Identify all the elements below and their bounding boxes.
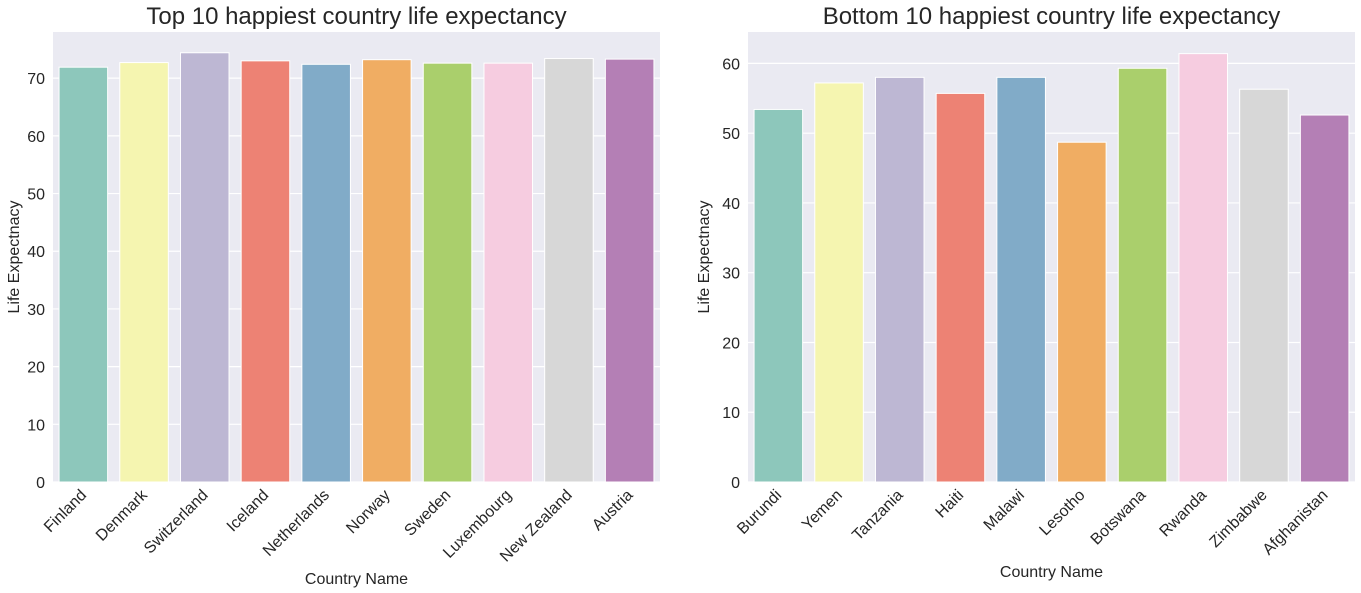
bar-switzerland: [179, 52, 230, 483]
y-tick-label: 40: [722, 196, 740, 213]
x-tick-label: Lesotho: [1036, 487, 1088, 539]
x-tick-label: Yemen: [799, 487, 846, 534]
y-tick-label: 0: [731, 475, 740, 492]
y-axis-label: Life Expectnacy: [696, 201, 713, 314]
x-tick-label: Burundi: [734, 487, 785, 538]
bar-luxembourg: [483, 62, 534, 483]
bar-yemen: [814, 82, 864, 483]
y-tick-label: 40: [27, 244, 45, 261]
y-tick-label: 10: [27, 417, 45, 434]
y-tick-label: 50: [27, 187, 45, 204]
y-tick-label: 20: [722, 335, 740, 352]
bar-afghanistan: [1299, 114, 1350, 483]
bar-botswana: [1117, 67, 1168, 483]
y-tick-label: 70: [27, 71, 45, 88]
x-tick-label: Rwanda: [1157, 487, 1211, 541]
bar-norway: [362, 59, 412, 483]
bar-lesotho: [1057, 141, 1107, 483]
x-tick-label: Zimbabwe: [1207, 487, 1271, 551]
x-tick-label: Botswana: [1088, 487, 1150, 549]
y-tick-label: 0: [36, 475, 45, 492]
y-tick-label: 60: [27, 129, 45, 146]
x-tick-label: Austria: [589, 487, 636, 534]
x-tick-label: Haiti: [933, 487, 968, 522]
chart-title: Top 10 happiest country life expectancy: [146, 3, 566, 30]
y-tick-label: 30: [27, 302, 45, 319]
chart-bottom-10: 0 10 20 30 40 50 60 Burundi Yemen Tanzania Haiti Ma…: [696, 3, 1355, 581]
y-axis-label: Life Expectnacy: [6, 201, 23, 314]
bar-sweden: [422, 62, 473, 483]
bar-burundi: [753, 108, 804, 483]
bar-malawi: [996, 76, 1046, 483]
x-tick-label: Malawi: [981, 487, 1028, 534]
x-tick-label: Switzerland: [141, 487, 212, 558]
chart-top-10: 0 10 20 30 40 50 60 70 Finland DenmarkSwitzerland…: [6, 3, 660, 588]
bar-new-zealand: [544, 58, 594, 483]
bar-haiti: [935, 92, 986, 483]
x-axis-label: Country Name: [1000, 564, 1103, 581]
bar-rwanda: [1178, 53, 1229, 483]
x-tick-label: Afghanistan: [1260, 487, 1332, 559]
y-tick-label: 30: [722, 266, 740, 283]
x-tick-label: Sweden: [401, 487, 454, 540]
y-tick-label: 50: [722, 126, 740, 143]
x-axis-label: Country Name: [305, 571, 408, 588]
x-tick-label: Tanzania: [849, 487, 906, 544]
bar-finland: [58, 66, 109, 483]
y-tick-label: 60: [722, 56, 740, 73]
x-tick-label: Iceland: [224, 487, 273, 536]
bar-denmark: [119, 62, 169, 483]
bar-netherlands: [301, 63, 351, 483]
chart-title: Bottom 10 happiest country life expectan…: [823, 3, 1281, 30]
x-tick-label: Norway: [343, 487, 393, 537]
x-tick-label: Finland: [41, 487, 90, 536]
x-tick-label: Denmark: [93, 486, 152, 545]
bar-austria: [604, 58, 655, 483]
y-tick-label: 20: [27, 360, 45, 377]
bar-tanzania: [874, 76, 925, 483]
bar-zimbabwe: [1239, 88, 1289, 483]
bar-iceland: [240, 60, 291, 483]
y-tick-label: 10: [722, 405, 740, 422]
